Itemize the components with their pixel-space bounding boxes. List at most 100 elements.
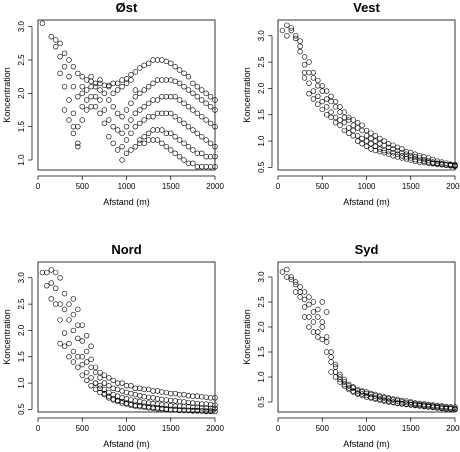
- data-point: [137, 392, 143, 399]
- data-point: [132, 403, 139, 409]
- data-point: [212, 107, 218, 113]
- data-point: [439, 162, 445, 168]
- data-point: [168, 130, 174, 137]
- data-point: [75, 306, 81, 313]
- data-point: [150, 404, 156, 410]
- data-point: [132, 93, 139, 100]
- data-point: [359, 122, 365, 128]
- data-point: [337, 104, 343, 110]
- data-point: [52, 301, 59, 307]
- data-point: [359, 127, 365, 134]
- data-point: [75, 143, 81, 150]
- data-point: [328, 109, 334, 115]
- data-point: [106, 133, 112, 140]
- data-point: [172, 63, 178, 70]
- data-point: [341, 127, 348, 134]
- panel-nord: Nord Afstand (m) Koncentration 0 500 1000 1…: [2, 242, 224, 449]
- data-point: [181, 120, 187, 127]
- y-tick-label: 2.0: [257, 321, 266, 333]
- data-point: [83, 369, 90, 376]
- data-point: [199, 113, 205, 120]
- data-point: [150, 395, 156, 401]
- data-point: [70, 83, 77, 90]
- data-point: [185, 123, 192, 130]
- data-point: [310, 299, 317, 305]
- data-point: [88, 93, 94, 100]
- data-point: [176, 117, 183, 123]
- data-point: [176, 398, 183, 405]
- data-point: [341, 381, 348, 388]
- data-point: [363, 127, 370, 134]
- data-point: [163, 406, 170, 412]
- data-point: [394, 400, 401, 407]
- data-point: [61, 63, 68, 70]
- data-point: [301, 75, 308, 81]
- data-point: [416, 403, 423, 409]
- data-point: [172, 390, 178, 397]
- data-point: [75, 140, 81, 147]
- data-point: [145, 137, 152, 143]
- data-point: [145, 130, 152, 137]
- data-point: [306, 80, 312, 86]
- data-point: [310, 96, 317, 102]
- data-point: [123, 150, 130, 157]
- plot-frame: [37, 19, 216, 171]
- data-point: [132, 398, 139, 404]
- data-point: [346, 117, 352, 123]
- data-point: [185, 160, 192, 167]
- data-point: [44, 269, 50, 276]
- data-point: [141, 62, 147, 69]
- data-point: [363, 138, 370, 144]
- data-point: [185, 143, 192, 150]
- y-axis-label: Koncentration: [2, 309, 12, 365]
- data-point: [159, 127, 165, 133]
- data-point: [176, 153, 183, 160]
- x-axis-label: Afstand (m): [103, 197, 150, 207]
- data-point: [212, 123, 218, 130]
- data-point: [350, 117, 356, 123]
- data-point: [168, 77, 174, 83]
- data-point: [212, 395, 218, 401]
- x-tick-label: 500: [316, 424, 330, 433]
- data-point: [354, 138, 361, 144]
- data-point: [137, 404, 143, 410]
- data-point: [323, 96, 330, 102]
- y-tick-label: 2.5: [257, 56, 266, 68]
- data-point: [341, 383, 348, 389]
- data-point: [284, 274, 290, 280]
- data-point: [337, 379, 343, 385]
- y-tick-label: 1.0: [17, 377, 26, 389]
- x-tick-label: 0: [276, 424, 281, 433]
- data-point: [323, 339, 330, 345]
- data-point: [145, 405, 152, 411]
- data-point: [288, 274, 294, 280]
- data-point: [207, 140, 214, 147]
- data-point: [199, 163, 205, 170]
- data-point: [61, 50, 68, 57]
- data-point: [310, 329, 317, 335]
- data-point: [310, 75, 317, 81]
- data-point: [83, 97, 90, 103]
- data-point: [119, 113, 125, 120]
- data-point: [163, 110, 170, 117]
- data-point: [141, 386, 147, 393]
- data-point: [185, 407, 192, 414]
- data-point: [137, 65, 143, 71]
- data-point: [66, 97, 72, 103]
- data-point: [412, 402, 418, 409]
- data-point: [341, 379, 348, 385]
- data-point: [92, 93, 99, 100]
- data-point: [181, 83, 187, 90]
- data-point: [123, 107, 130, 113]
- data-point: [181, 70, 187, 77]
- data-point: [194, 407, 201, 414]
- y-tick-label: 3.0: [257, 30, 266, 42]
- data-point: [332, 104, 339, 110]
- data-point: [145, 394, 152, 400]
- data-point: [207, 163, 214, 170]
- data-point: [163, 93, 170, 100]
- data-point: [377, 140, 383, 147]
- data-point: [323, 334, 330, 340]
- data-point: [159, 406, 165, 413]
- data-point: [106, 393, 112, 399]
